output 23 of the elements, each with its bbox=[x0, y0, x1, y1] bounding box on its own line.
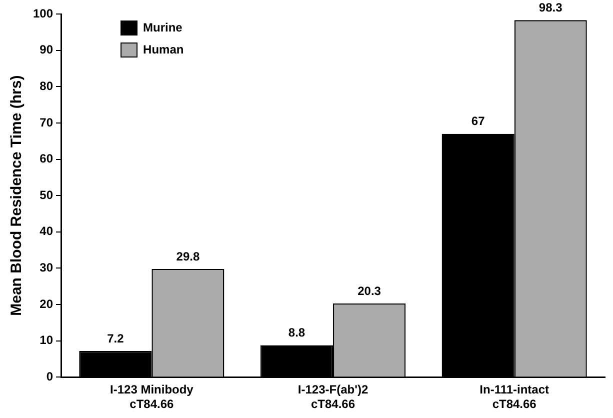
x-tick-label: I-123-F(ab')2 cT84.66 bbox=[298, 382, 368, 412]
data-label: 7.2 bbox=[107, 331, 124, 346]
y-tick-label: 90 bbox=[40, 42, 54, 57]
y-tick-label: 70 bbox=[40, 115, 54, 130]
y-tick-label: 80 bbox=[40, 78, 54, 93]
data-label: 67 bbox=[471, 114, 486, 128]
y-axis-title: Mean Blood Residence Time (hrs) bbox=[8, 75, 26, 316]
x-tick-label: I-123 Minibody cT84.66 bbox=[110, 382, 194, 412]
y-tick-label: 50 bbox=[40, 188, 54, 202]
y-tick-label: 100 bbox=[32, 6, 54, 20]
y-tick-label: 20 bbox=[40, 296, 54, 311]
data-label: 98.3 bbox=[538, 0, 563, 14]
data-label: 8.8 bbox=[288, 326, 306, 340]
x-tick-label: In-111-intact cT84.66 bbox=[480, 382, 550, 412]
data-label: 29.8 bbox=[176, 249, 200, 264]
y-tick-label: 40 bbox=[40, 224, 54, 238]
y-tick-label: 10 bbox=[40, 333, 54, 348]
y-tick-label: 60 bbox=[40, 152, 54, 166]
y-tick-label: 0 bbox=[46, 370, 54, 384]
data-label: 20.3 bbox=[358, 284, 382, 298]
legend-label: Murine bbox=[143, 20, 183, 34]
y-tick-label: 30 bbox=[40, 260, 54, 275]
legend-label: Human bbox=[143, 42, 184, 56]
